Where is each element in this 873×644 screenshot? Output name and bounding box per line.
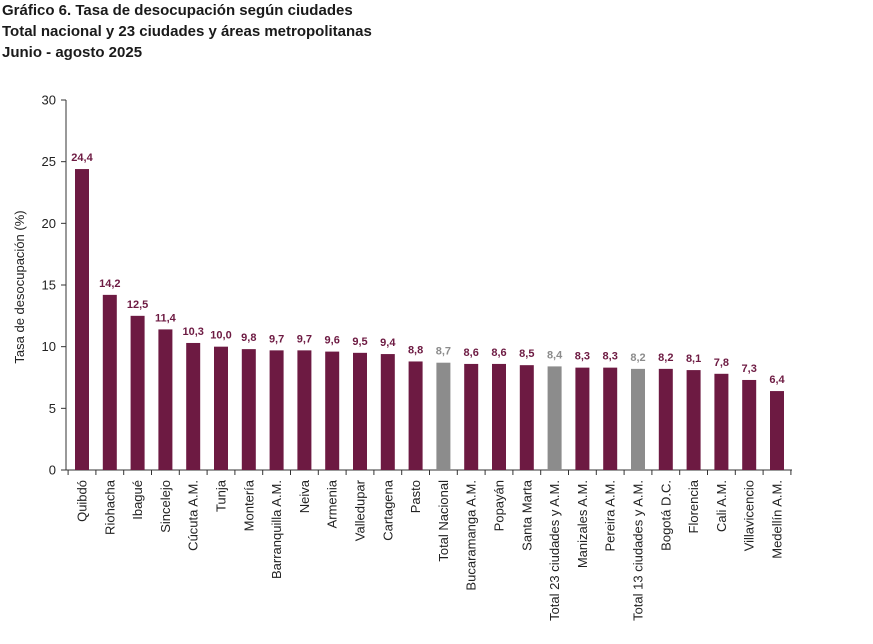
data-label: 24,4: [71, 152, 93, 164]
chart-title-block: Gráfico 6. Tasa de desocupación según ci…: [2, 0, 372, 63]
bar: [408, 361, 423, 470]
category-label: Armenia: [325, 479, 340, 528]
category-label: Bucaramanga A.M.: [464, 480, 479, 591]
bar: [241, 349, 256, 470]
data-label: 10,0: [210, 330, 231, 342]
bar: [269, 350, 284, 470]
bar: [742, 379, 757, 470]
bar: [686, 370, 701, 470]
category-label: Villavicencio: [742, 480, 757, 551]
data-label: 8,1: [686, 353, 701, 365]
bar: [658, 368, 673, 470]
category-label: Medellín A.M.: [770, 480, 785, 559]
y-tick-label: 10: [42, 339, 56, 354]
data-label: 14,2: [99, 278, 120, 290]
bar: [464, 363, 479, 470]
bar: [770, 391, 784, 470]
category-label: Quibdó: [75, 480, 90, 522]
category-label: Cali A.M.: [714, 480, 729, 532]
data-label: 8,4: [547, 349, 563, 361]
data-label: 9,5: [352, 336, 367, 348]
bar: [325, 351, 340, 470]
category-label: Pereira A.M.: [603, 480, 618, 552]
y-tick-label: 15: [42, 278, 56, 293]
category-label: Sincelejo: [158, 480, 173, 533]
data-label: 7,3: [742, 363, 757, 375]
bar: [130, 315, 145, 470]
category-label: Valledupar: [353, 479, 368, 541]
bar: [492, 363, 506, 470]
category-label: Cúcuta A.M.: [186, 480, 201, 551]
category-label: Montería: [241, 479, 256, 531]
category-label: Ibagué: [130, 480, 145, 520]
data-label: 9,6: [325, 335, 340, 347]
category-label: Cartagena: [380, 479, 395, 540]
category-label: Barranquilla A.M.: [269, 480, 284, 579]
data-label: 8,5: [519, 348, 534, 360]
bar: [631, 368, 645, 470]
data-label: 12,5: [127, 299, 148, 311]
category-label: Popayán: [492, 480, 507, 531]
data-label: 8,6: [464, 347, 479, 359]
bar: [158, 329, 173, 470]
category-label: Pasto: [408, 480, 423, 513]
bar: [297, 350, 312, 470]
data-label: 9,4: [380, 337, 396, 349]
bar: [603, 367, 618, 470]
bar: [214, 346, 228, 470]
data-label: 6,4: [769, 374, 785, 386]
y-tick-label: 0: [49, 463, 56, 478]
chart-title: Gráfico 6. Tasa de desocupación según ci…: [2, 2, 353, 19]
category-label: Florencia: [686, 479, 701, 533]
y-tick-label: 5: [49, 401, 56, 416]
chart-subtitle: Total nacional y 23 ciudades y áreas met…: [2, 23, 372, 40]
bar: [714, 373, 729, 470]
bar: [519, 365, 534, 470]
y-tick-label: 25: [42, 154, 56, 169]
data-label: 7,8: [714, 357, 729, 369]
bar: [186, 342, 201, 470]
bar: [102, 294, 117, 470]
category-label: Tunja: [214, 479, 229, 512]
y-tick-label: 20: [42, 216, 56, 231]
data-label: 8,2: [630, 352, 645, 364]
data-label: 8,8: [408, 344, 423, 356]
bar: [436, 362, 451, 470]
data-label: 9,7: [297, 333, 312, 345]
bar: [547, 366, 562, 470]
data-label: 10,3: [182, 326, 203, 338]
category-label: Santa Marta: [519, 479, 534, 551]
category-label: Total 13 ciudades y A.M.: [631, 480, 646, 621]
category-label: Manizales A.M.: [575, 480, 590, 568]
data-label: 8,6: [491, 347, 506, 359]
y-tick-label: 30: [42, 93, 56, 108]
bar: [353, 352, 367, 470]
category-label: Riohacha: [102, 479, 117, 535]
data-label: 8,3: [603, 351, 618, 363]
data-label: 8,3: [575, 351, 590, 363]
category-label: Neiva: [297, 479, 312, 513]
data-label: 8,2: [658, 352, 673, 364]
category-label: Total Nacional: [436, 480, 451, 562]
bar: [75, 169, 89, 471]
data-label: 9,8: [241, 332, 256, 344]
data-label: 11,4: [155, 312, 177, 324]
bar: [380, 354, 395, 470]
category-label: Bogotá D.C.: [658, 480, 673, 551]
chart-period: Junio - agosto 2025: [2, 44, 143, 61]
y-axis-title: Tasa de desocupación (%): [12, 210, 27, 363]
data-label: 8,7: [436, 346, 451, 358]
data-label: 9,7: [269, 333, 284, 345]
category-label: Total 23 ciudades y A.M.: [547, 480, 562, 621]
bar: [575, 367, 590, 470]
